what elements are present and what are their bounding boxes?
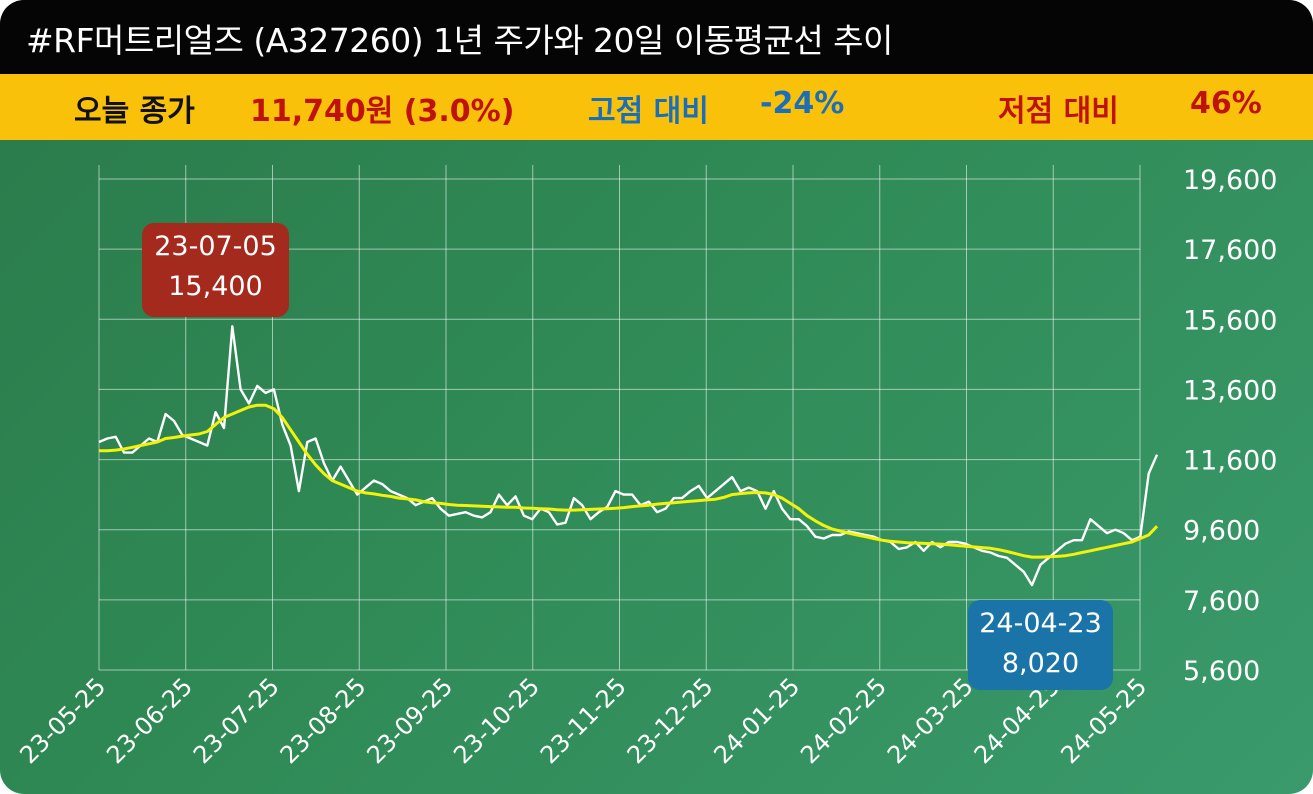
x-tick-label: 23-07-25 [188, 672, 285, 769]
high-annotation-date: 23-07-05 [154, 231, 277, 262]
low-annotation-value: 8,020 [1001, 648, 1080, 679]
chart-title: #RF머트리얼즈 (A327260) 1년 주가와 20일 이동평균선 추이 [26, 21, 893, 60]
x-tick-label: 23-10-25 [448, 672, 545, 769]
y-tick-label: 19,600 [1183, 165, 1277, 196]
price-line [98, 325, 1159, 587]
ma20-line [99, 403, 1159, 559]
y-tick-label: 15,600 [1183, 305, 1277, 336]
y-tick-label: 5,600 [1183, 656, 1260, 687]
high-annotation-value: 15,400 [168, 271, 263, 302]
x-tick-label: 23-06-25 [101, 672, 198, 769]
close-value: 11,740원 (3.0%) [250, 94, 515, 129]
y-tick-label: 17,600 [1183, 235, 1277, 266]
x-tick-label: 23-11-25 [535, 672, 632, 769]
x-tick-label: 23-12-25 [622, 672, 719, 769]
y-tick-label: 13,600 [1183, 375, 1277, 406]
x-tick-label: 24-01-25 [708, 672, 805, 769]
title-bar: #RF머트리얼즈 (A327260) 1년 주가와 20일 이동평균선 추이 [0, 0, 1313, 74]
info-bar: 오늘 종가 11,740원 (3.0%) 고점 대비 -24% 저점 대비 46… [0, 74, 1313, 140]
y-tick-label: 11,600 [1183, 446, 1277, 477]
close-label: 오늘 종가 [74, 94, 195, 129]
high-compare-label: 고점 대비 [588, 94, 709, 129]
low-annotation-date: 24-04-23 [979, 608, 1102, 639]
x-tick-label: 24-03-25 [882, 672, 979, 769]
x-tick-label: 23-08-25 [275, 672, 372, 769]
x-tick-label: 23-09-25 [361, 672, 458, 769]
low-annotation: 24-04-23 8,020 [968, 600, 1113, 690]
high-compare-value: -24% [760, 86, 845, 121]
low-compare-value: 46% [1190, 86, 1262, 121]
x-tick-label: 24-02-25 [795, 672, 892, 769]
y-tick-label: 7,600 [1183, 586, 1260, 617]
low-compare-label: 저점 대비 [998, 94, 1119, 129]
y-tick-label: 9,600 [1183, 516, 1260, 547]
x-tick-label: 23-05-25 [14, 672, 111, 769]
high-annotation: 23-07-05 15,400 [142, 223, 289, 317]
